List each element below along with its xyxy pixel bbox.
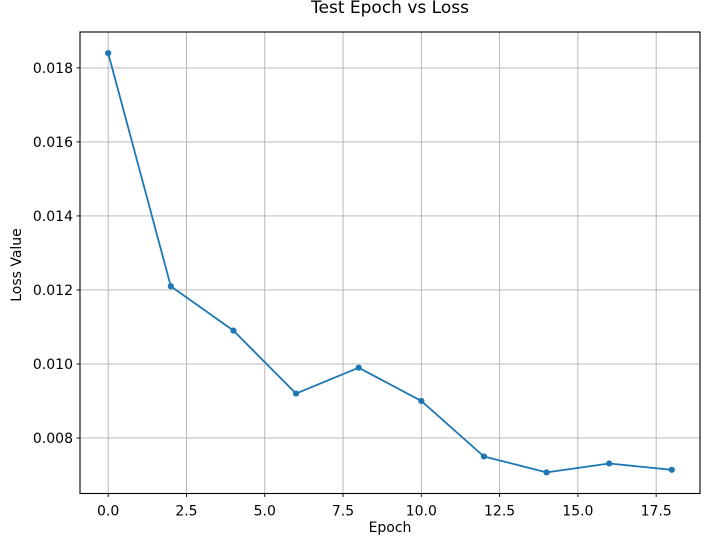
y-tick-label: 0.018 [33,61,73,77]
x-tick-label: 17.5 [641,504,672,520]
x-tick-label: 5.0 [254,504,276,520]
y-tick-label: 0.008 [33,431,73,447]
data-point [105,49,112,57]
y-tick-label: 0.012 [33,283,73,299]
axes-frame [79,31,701,495]
loss-line [107,52,673,474]
y-axis-label: Loss Value [9,228,25,302]
y-tick-label: 0.010 [33,357,73,373]
x-tick-label: 0.0 [97,504,119,520]
x-tick-label: 2.5 [175,504,197,520]
data-point [355,364,362,371]
y-tick-label: 0.016 [33,135,73,151]
x-tick-label: 15.0 [562,504,593,520]
x-tick-label: 7.5 [332,504,354,520]
data-point [418,397,425,405]
data-point [167,283,174,290]
chart-title: Test Epoch vs Loss [311,0,469,18]
data-point [230,327,237,334]
data-point [543,469,550,476]
data-point [292,390,300,397]
data-point [480,453,488,460]
x-tick-label: 12.5 [484,504,515,520]
x-tick-label: 10.0 [406,504,437,520]
data-point [606,460,613,467]
x-axis-label: Epoch [368,520,412,536]
data-point [668,466,675,473]
y-tick-label: 0.014 [33,209,73,225]
